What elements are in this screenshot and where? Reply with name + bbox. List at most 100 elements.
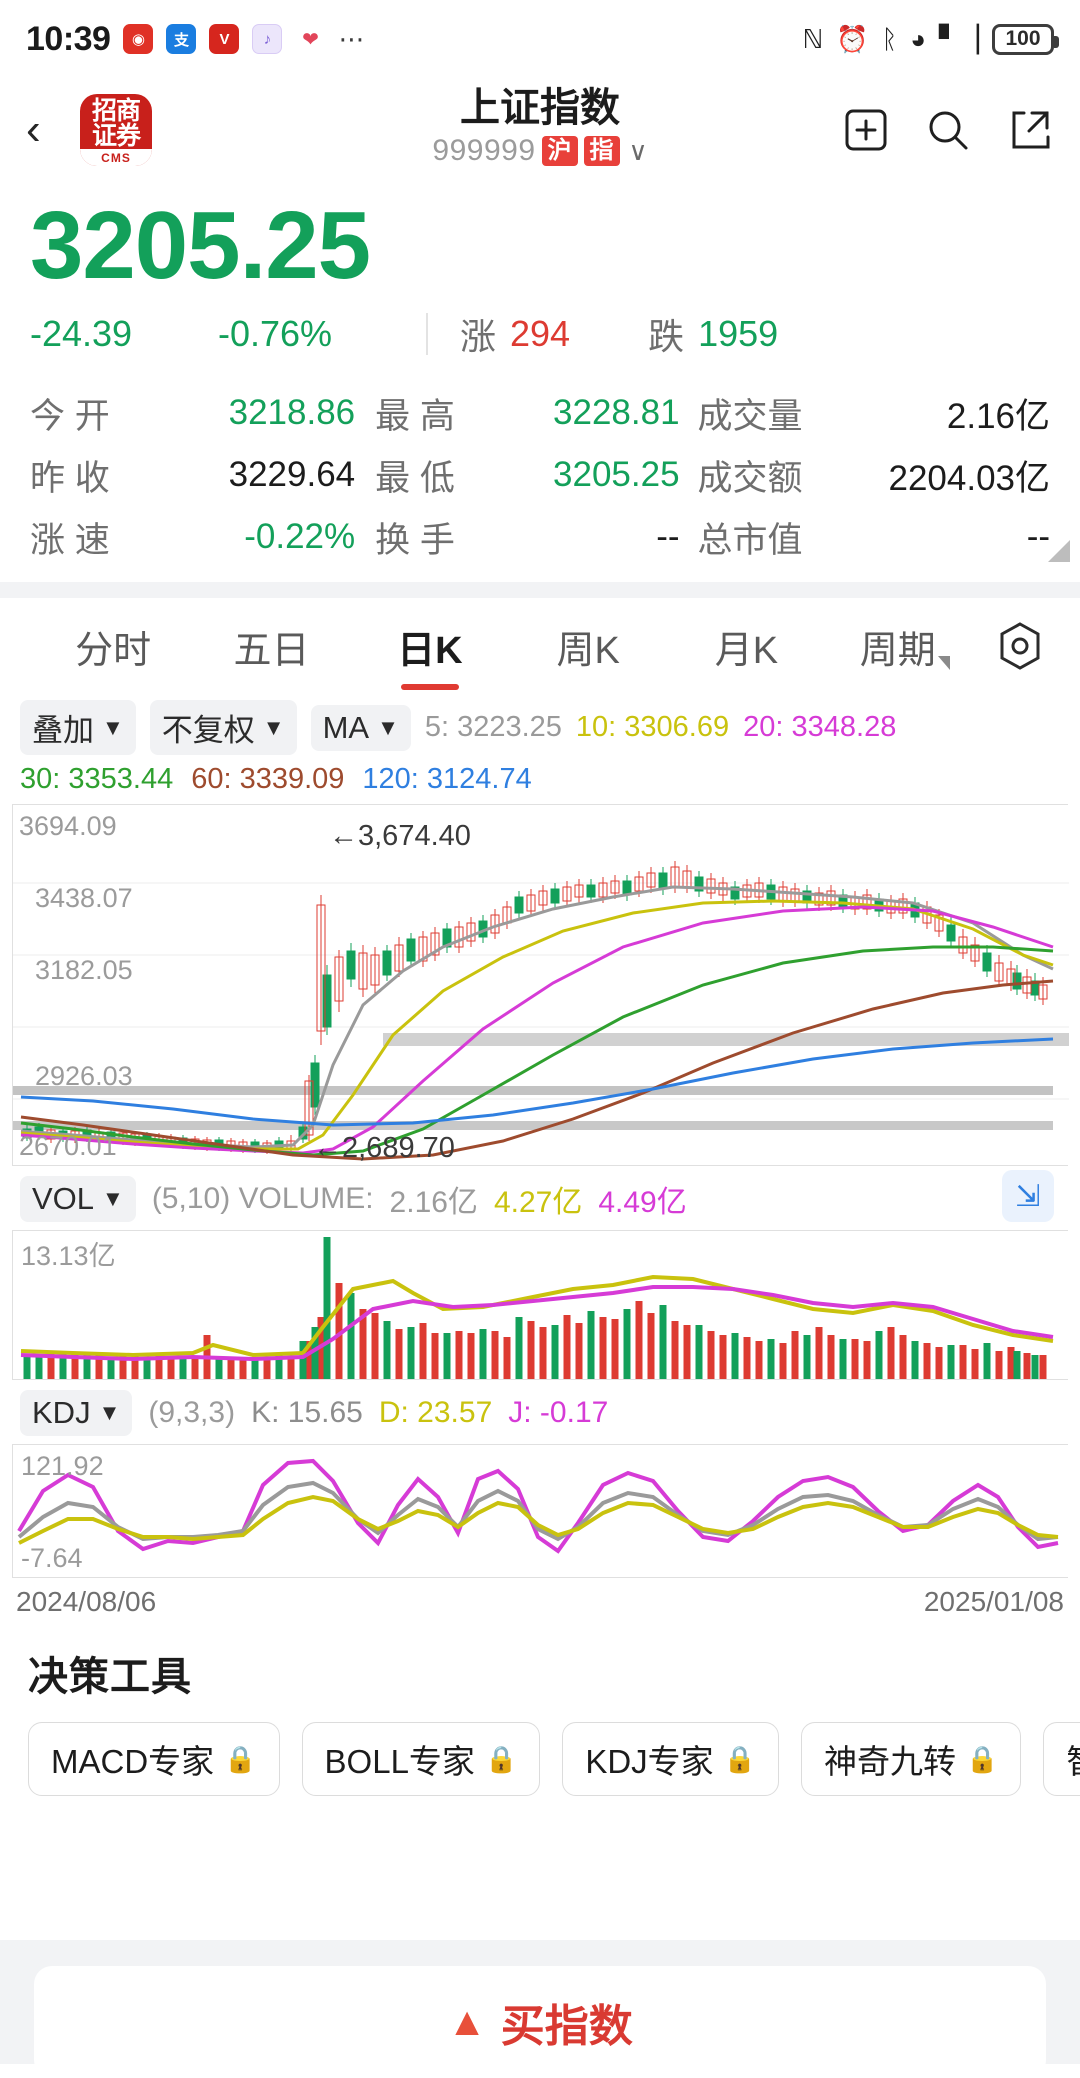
ma60-value: 60: 3339.09 xyxy=(191,763,344,796)
stat-label: 涨 速 xyxy=(30,512,162,563)
tab-period-label: 周期 xyxy=(860,619,936,674)
decliners-label: 跌 xyxy=(648,308,684,360)
stat-value: 3228.81 xyxy=(486,393,679,433)
indicator-line-2: 30: 3353.44 60: 3339.09 120: 3124.74 xyxy=(20,763,1060,796)
kdj-y-bottom-label: -7.64 xyxy=(21,1543,83,1573)
alipay-icon: 支 xyxy=(166,24,196,54)
stats-table[interactable]: 今 开 3218.86 最 高 3228.81 成交量 2.16亿 昨 收 32… xyxy=(0,382,1080,568)
kdj-chart[interactable]: 121.92 -7.64 xyxy=(12,1444,1068,1578)
tab-fenshi[interactable]: 分时 xyxy=(34,619,192,674)
vol-dropdown[interactable]: VOL ▼ xyxy=(20,1176,136,1222)
expand-corner-icon[interactable] xyxy=(1048,540,1070,562)
lock-icon: 🔒 xyxy=(966,1744,998,1775)
tool-label: 智 xyxy=(1066,1735,1080,1783)
market-tag-1: 沪 xyxy=(542,136,578,166)
ma30-value: 30: 3353.44 xyxy=(20,763,173,796)
back-button[interactable]: ‹ xyxy=(26,105,72,155)
date-axis: 2024/08/06 2025/01/08 xyxy=(0,1578,1080,1618)
decliners-count: 1959 xyxy=(698,313,778,355)
vol-ma5: 4.27亿 xyxy=(494,1177,582,1221)
stat-value: -- xyxy=(839,517,1050,557)
caret-down-icon: ▼ xyxy=(263,715,285,741)
decliners-block: 跌 1959 xyxy=(648,308,778,360)
high-annotation: ←3,674.40 xyxy=(329,820,471,852)
stats-row: 昨 收 3229.64 最 低 3205.25 成交额 2204.03亿 xyxy=(30,444,1050,506)
tool-more-button[interactable]: 智 xyxy=(1043,1722,1080,1796)
ma-dropdown[interactable]: MA ▼ xyxy=(311,705,411,751)
status-time: 10:39 xyxy=(26,20,110,59)
tab-dayk[interactable]: 日K xyxy=(351,619,509,674)
date-start: 2024/08/06 xyxy=(16,1586,156,1618)
tools-row: MACD专家 🔒 BOLL专家 🔒 KDJ专家 🔒 神奇九转 🔒 智 xyxy=(0,1706,1080,1796)
lock-icon: 🔒 xyxy=(724,1744,756,1775)
volume-chart[interactable]: 13.13亿 xyxy=(12,1230,1068,1380)
tab-weekk[interactable]: 周K xyxy=(509,619,667,674)
stat-value: -0.22% xyxy=(162,517,355,557)
logo-line-1: 招商 xyxy=(92,99,140,124)
more-dots-icon: ⋯ xyxy=(338,33,366,45)
k-line-svg: 3694.09 3438.07 3182.05 2926.03 2670.01 … xyxy=(13,805,1069,1165)
kdj-svg: 121.92 -7.64 xyxy=(13,1445,1069,1577)
header-actions xyxy=(842,106,1054,154)
signal-4g-icon: ▘▕ xyxy=(939,26,979,52)
footer-bar: ▲ 买指数 xyxy=(0,1940,1080,2064)
section-divider xyxy=(0,582,1080,598)
stats-row: 涨 速 -0.22% 换 手 -- 总市值 -- xyxy=(30,506,1050,568)
tool-jiuzhuan-button[interactable]: 神奇九转 🔒 xyxy=(801,1722,1021,1796)
wifi-icon: ◕ xyxy=(910,26,926,52)
symbol-code: 999999 xyxy=(432,134,535,168)
stat-label: 最 高 xyxy=(375,388,486,439)
stat-value: -- xyxy=(486,517,679,557)
expand-icon[interactable]: ⇲ xyxy=(1002,1170,1054,1222)
tab-monthk[interactable]: 月K xyxy=(667,619,825,674)
vol-params: (5,10) VOLUME: xyxy=(152,1182,374,1216)
tab-wuri[interactable]: 五日 xyxy=(192,619,350,674)
adjust-dropdown[interactable]: 不复权 ▼ xyxy=(150,700,297,755)
tool-label: 神奇九转 xyxy=(824,1735,956,1783)
add-icon[interactable] xyxy=(842,106,890,154)
gear-icon[interactable] xyxy=(994,620,1046,672)
kdj-params: (9,3,3) xyxy=(148,1396,235,1430)
overlay-label: 叠加 xyxy=(32,705,94,750)
cctv-icon: ◉ xyxy=(123,24,153,54)
kdj-dropdown[interactable]: KDJ ▼ xyxy=(20,1390,132,1436)
k-line-chart[interactable]: 3694.09 3438.07 3182.05 2926.03 2670.01 … xyxy=(12,804,1068,1166)
stat-label: 最 低 xyxy=(375,450,486,501)
caret-down-icon: ▼ xyxy=(102,1186,124,1212)
stat-value: 2204.03亿 xyxy=(839,450,1050,501)
k-y-label-4: 2926.03 xyxy=(35,1061,133,1091)
cms-logo[interactable]: 招商 证券 CMS xyxy=(80,94,152,166)
k-y-label-2: 3438.07 xyxy=(35,883,133,913)
stat-value: 3218.86 xyxy=(162,393,355,433)
caret-down-icon: ▼ xyxy=(377,715,399,741)
tool-boll-button[interactable]: BOLL专家 🔒 xyxy=(302,1722,541,1796)
caret-down-icon: ▼ xyxy=(99,1400,121,1426)
chevron-down-icon[interactable]: ∨ xyxy=(629,136,648,167)
stat-label: 成交量 xyxy=(698,388,839,439)
low-annotation: ←2,689.70 xyxy=(313,1132,455,1164)
nfc-icon: ℕ xyxy=(802,26,823,52)
advancers-block: 涨 294 xyxy=(460,308,570,360)
status-right: ℕ ⏰ ᚱ ◕ ▘▕ 100 xyxy=(802,24,1054,55)
buy-index-button[interactable]: ▲ 买指数 xyxy=(34,1966,1046,2078)
stat-label: 昨 收 xyxy=(30,450,162,501)
volume-svg: 13.13亿 xyxy=(13,1231,1069,1379)
tool-macd-button[interactable]: MACD专家 🔒 xyxy=(28,1722,280,1796)
overlay-dropdown[interactable]: 叠加 ▼ xyxy=(20,700,136,755)
stat-value: 3229.64 xyxy=(162,455,355,495)
kdj-d-value: D: 23.57 xyxy=(379,1396,492,1430)
stats-row: 今 开 3218.86 最 高 3228.81 成交量 2.16亿 xyxy=(30,382,1050,444)
stat-value: 2.16亿 xyxy=(839,388,1050,439)
share-icon[interactable] xyxy=(1006,106,1054,154)
tab-period[interactable]: 周期 xyxy=(826,619,984,674)
quote-block: 3205.25 -24.39 -0.76% 涨 294 跌 1959 xyxy=(0,182,1080,360)
logo-sub: CMS xyxy=(80,149,152,166)
tool-kdj-button[interactable]: KDJ专家 🔒 xyxy=(562,1722,779,1796)
stat-label: 成交额 xyxy=(698,450,839,501)
caret-down-icon: ▼ xyxy=(102,715,124,741)
ma-label: MA xyxy=(323,710,370,746)
vol-y-label: 13.13亿 xyxy=(21,1241,116,1271)
search-icon[interactable] xyxy=(924,106,972,154)
date-end: 2025/01/08 xyxy=(924,1586,1064,1618)
lock-icon: 🔒 xyxy=(224,1744,256,1775)
